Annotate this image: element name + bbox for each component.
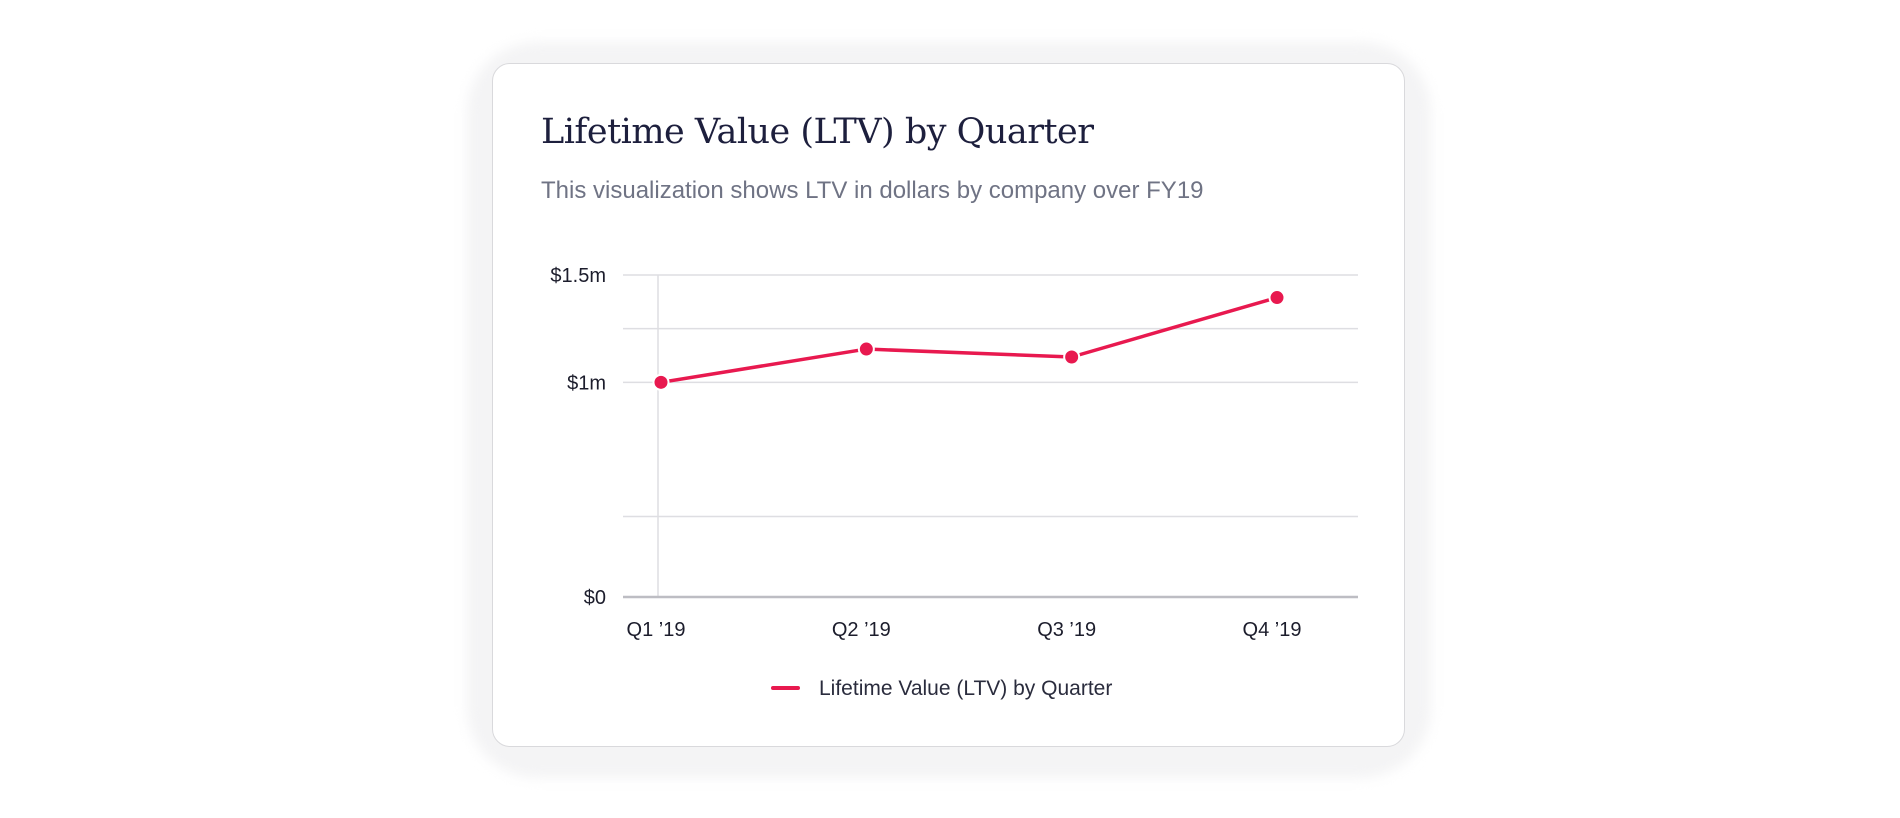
y-tick-label: $0 <box>584 587 606 609</box>
x-tick-label: Q4 ’19 <box>1243 619 1302 641</box>
legend-label: Lifetime Value (LTV) by Quarter <box>819 677 1112 700</box>
data-points <box>652 289 1286 391</box>
axes <box>623 275 1358 599</box>
data-point[interactable] <box>1268 289 1286 307</box>
legend: Lifetime Value (LTV) by Quarter <box>771 677 1112 700</box>
gridlines <box>623 274 1358 518</box>
x-tick-labels: Q1 ’19 Q2 ’19 Q3 ’19 Q4 ’19 <box>627 619 1302 641</box>
data-point[interactable] <box>1063 348 1081 366</box>
series-line <box>659 295 1279 385</box>
x-tick-label: Q2 ’19 <box>832 619 891 641</box>
data-point[interactable] <box>857 340 875 358</box>
chart-card: Lifetime Value (LTV) by Quarter This vis… <box>492 63 1405 747</box>
line-chart: $0 $1m $1.5m Q1 ’19 Q2 ’19 Q3 ’19 Q4 ’19 Life… <box>550 265 1358 700</box>
data-point[interactable] <box>652 373 670 391</box>
chart-subtitle: This visualization shows LTV in dollars … <box>541 177 1204 204</box>
y-tick-label: $1.5m <box>550 265 606 287</box>
y-tick-label: $1m <box>567 372 606 394</box>
chart-title: Lifetime Value (LTV) by Quarter <box>541 112 1094 152</box>
x-tick-label: Q1 ’19 <box>627 619 686 641</box>
y-tick-labels: $0 $1m $1.5m <box>550 265 606 609</box>
series-lines <box>659 295 1279 385</box>
x-tick-label: Q3 ’19 <box>1037 619 1096 641</box>
